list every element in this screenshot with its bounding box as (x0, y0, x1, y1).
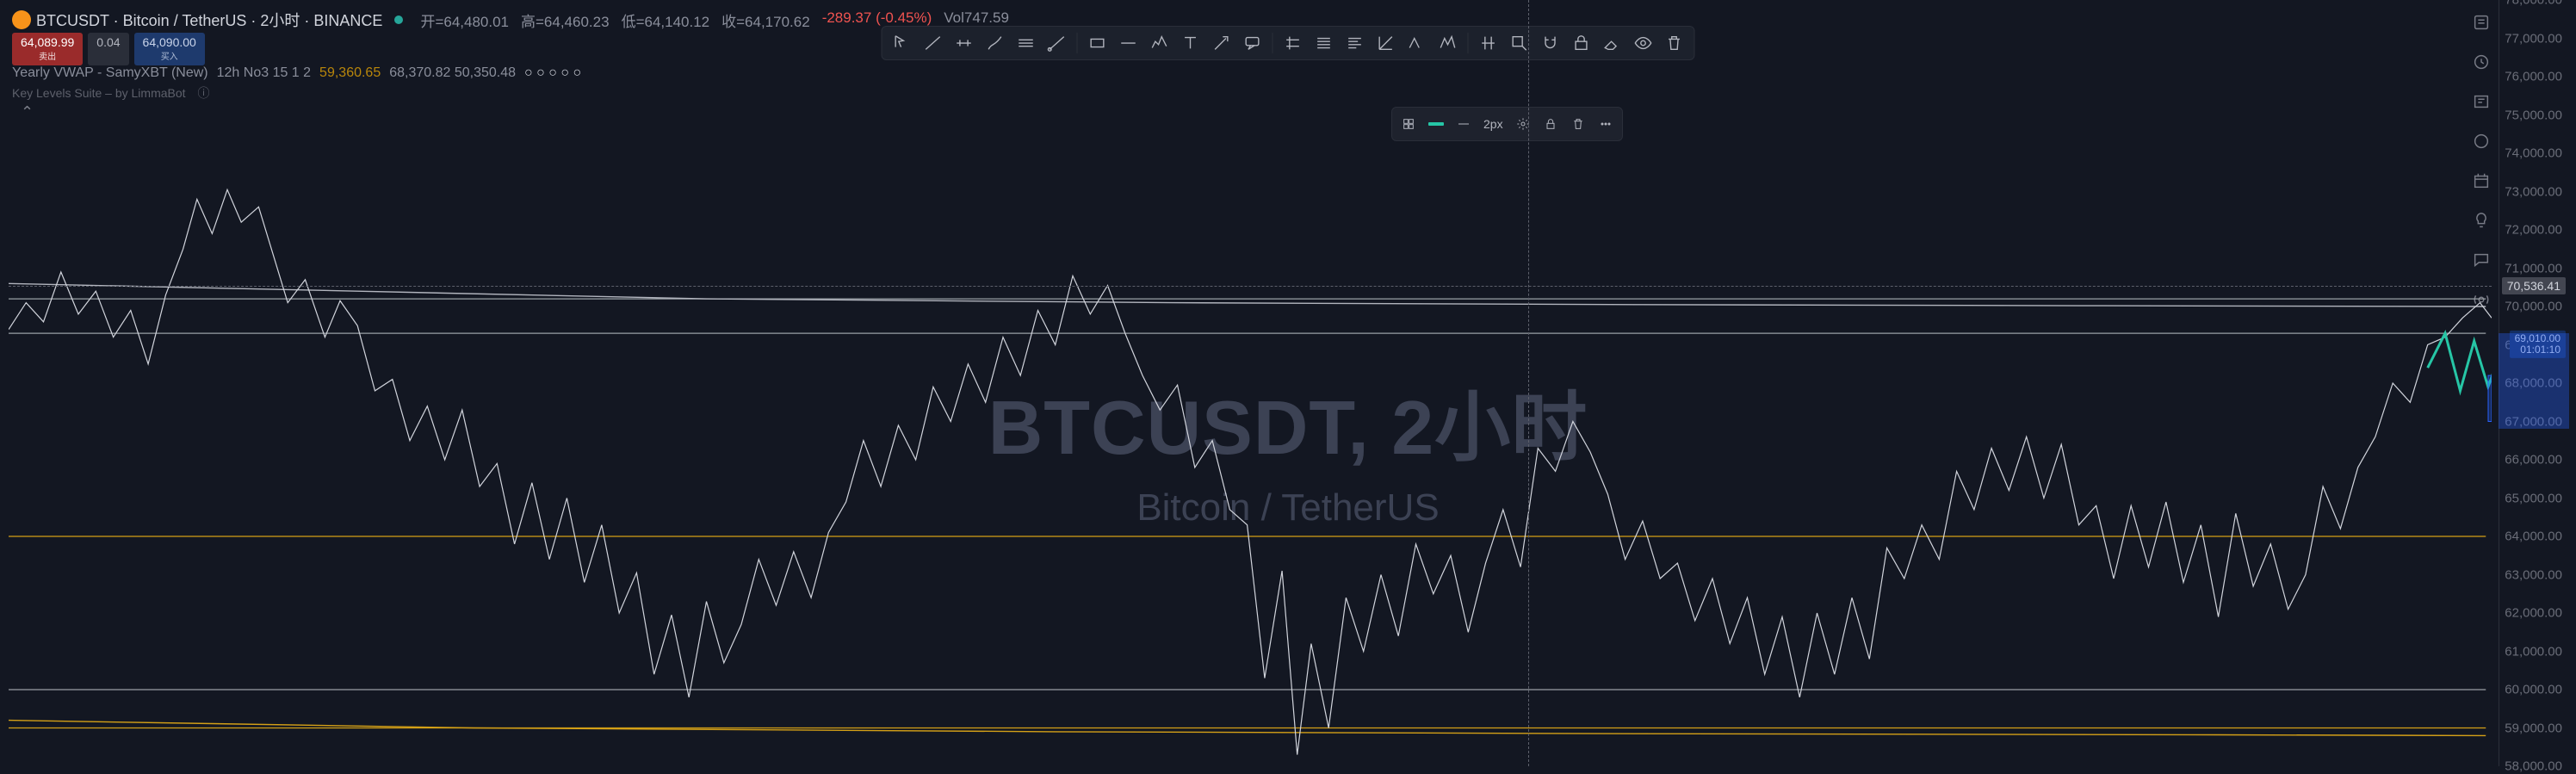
y-tick: 58,000.00 (2505, 759, 2562, 774)
y-tick: 78,000.00 (2505, 0, 2562, 8)
crosshair-price-tag: 70,536.41 (2502, 277, 2566, 294)
y-tick: 74,000.00 (2505, 146, 2562, 161)
y-tick: 73,000.00 (2505, 184, 2562, 199)
y-tick: 63,000.00 (2505, 567, 2562, 582)
y-tick: 71,000.00 (2505, 261, 2562, 276)
price-chart[interactable] (9, 0, 2492, 766)
price-axis[interactable]: 58,000.0059,000.0060,000.0061,000.0062,0… (2499, 0, 2569, 766)
y-tick: 76,000.00 (2505, 70, 2562, 84)
y-tick: 70,000.00 (2505, 300, 2562, 314)
crosshair-vertical (1528, 0, 1529, 766)
y-tick: 61,000.00 (2505, 644, 2562, 659)
y-tick: 65,000.00 (2505, 491, 2562, 505)
y-tick: 72,000.00 (2505, 223, 2562, 238)
crosshair-horizontal (9, 286, 2492, 287)
y-tick: 75,000.00 (2505, 108, 2562, 122)
axis-highlight (2499, 333, 2569, 429)
y-tick: 77,000.00 (2505, 31, 2562, 46)
y-tick: 62,000.00 (2505, 606, 2562, 621)
y-tick: 64,000.00 (2505, 529, 2562, 544)
y-tick: 59,000.00 (2505, 721, 2562, 735)
y-tick: 66,000.00 (2505, 453, 2562, 467)
y-tick: 60,000.00 (2505, 683, 2562, 697)
